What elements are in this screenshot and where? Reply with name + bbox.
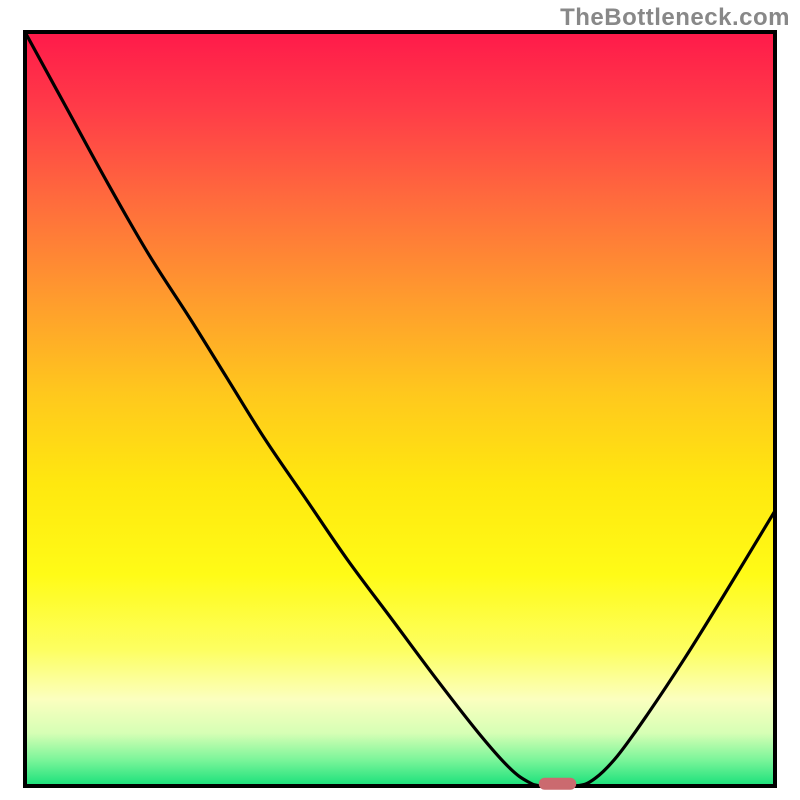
watermark-text: TheBottleneck.com <box>560 4 790 32</box>
plot-background <box>25 32 775 786</box>
bottleneck-chart <box>0 0 800 800</box>
chart-container: TheBottleneck.com <box>0 0 800 800</box>
optimum-marker <box>539 778 577 790</box>
